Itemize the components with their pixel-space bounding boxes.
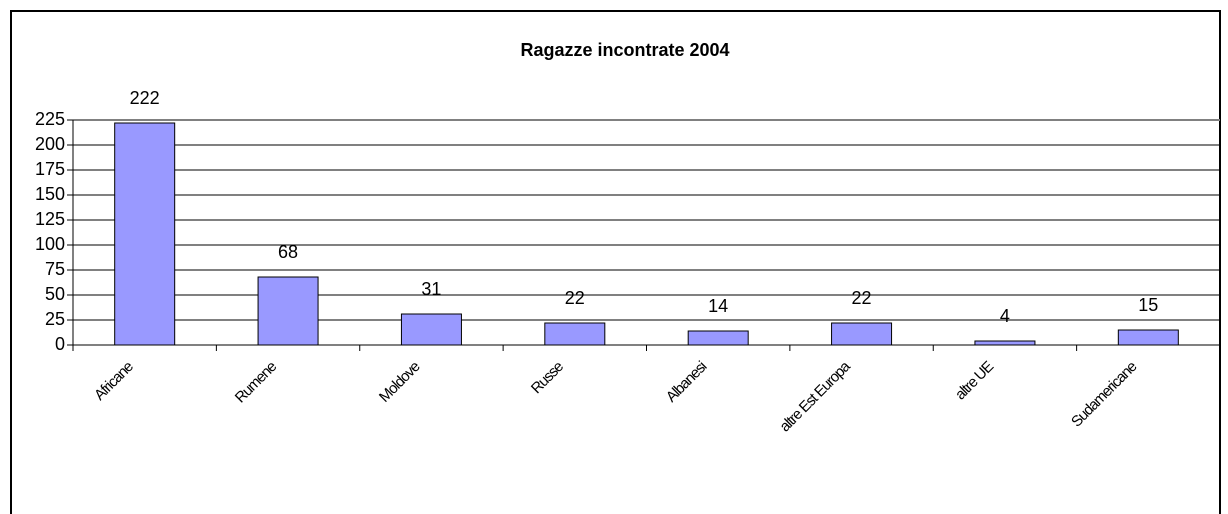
bar <box>114 122 176 346</box>
bar <box>400 313 462 346</box>
data-label: 22 <box>852 288 872 308</box>
y-tick-label: 150 <box>35 184 65 204</box>
y-tick-label: 225 <box>35 109 65 129</box>
bar <box>257 276 319 346</box>
bar <box>544 322 606 346</box>
data-label: 31 <box>421 279 441 299</box>
x-tick-label: Africane <box>91 358 137 404</box>
x-tick-label: Albanesi <box>663 358 711 406</box>
y-tick-label: 25 <box>45 309 65 329</box>
x-tick-label: Russe <box>528 358 567 397</box>
x-tick-label: altre Est Europa <box>776 357 854 435</box>
y-tick-label: 100 <box>35 234 65 254</box>
x-tick-label: Rumene <box>232 358 280 406</box>
data-label: 222 <box>130 88 160 108</box>
data-label: 14 <box>708 296 728 316</box>
data-label: 68 <box>278 242 298 262</box>
x-tick-label: Sudamericane <box>1068 358 1140 430</box>
bar <box>1117 329 1179 346</box>
data-label: 4 <box>1000 306 1010 326</box>
x-tick-label: altre UE <box>952 358 997 403</box>
y-tick-label: 0 <box>55 334 65 354</box>
y-tick-label: 200 <box>35 134 65 154</box>
data-label: 22 <box>565 288 585 308</box>
chart-title: Ragazze incontrate 2004 <box>520 40 729 60</box>
chart-border <box>10 10 1221 514</box>
y-tick-label: 50 <box>45 284 65 304</box>
x-tick-label: Moldove <box>376 358 424 406</box>
y-tick-label: 175 <box>35 159 65 179</box>
bar <box>974 340 1036 346</box>
bar <box>831 322 893 346</box>
bar <box>687 330 749 346</box>
data-label: 15 <box>1138 295 1158 315</box>
y-tick-label: 75 <box>45 259 65 279</box>
y-tick-label: 125 <box>35 209 65 229</box>
